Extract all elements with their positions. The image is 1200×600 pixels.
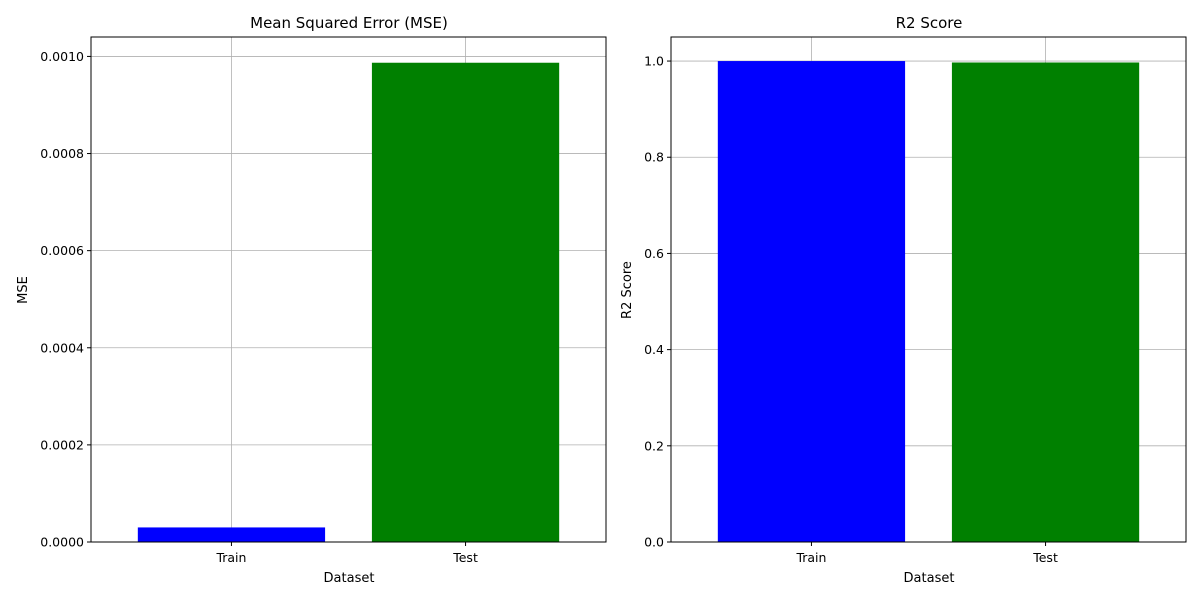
mse-bar-train: [137, 527, 326, 542]
r2-y-ticks: 0.0 0.2 0.4 0.6 0.8 1.0: [644, 54, 671, 550]
mse-y-tick-label: 0.0004: [40, 340, 84, 355]
mse-axes-frame: [90, 36, 607, 543]
r2-x-axis-label: Dataset: [904, 571, 955, 586]
mse-bars: [137, 62, 560, 543]
r2-panel: R2 Score 0.0 0.2 0.4 0.6 0.8 1.0 Train Test Da…: [620, 14, 1187, 586]
r2-axes-frame: [670, 36, 1187, 543]
r2-y-tick-label: 0.6: [644, 246, 664, 261]
r2-bars: [717, 61, 1140, 543]
mse-panel: Mean Squared Error (MSE) 0.00000.00020.0…: [16, 14, 607, 586]
r2-y-tick-label: 0.2: [644, 438, 664, 453]
r2-y-tick-label: 1.0: [644, 54, 664, 69]
mse-grid: [91, 37, 606, 543]
r2-x-tick-label-train: Train: [795, 550, 826, 565]
mse-y-tick-label: 0.0002: [40, 437, 84, 452]
mse-chart-title: Mean Squared Error (MSE): [250, 14, 448, 32]
r2-x-ticks: Train Test: [795, 542, 1058, 565]
r2-y-tick-label: 0.0: [644, 535, 664, 550]
r2-y-axis-label: R2 Score: [620, 261, 635, 319]
mse-x-axis-label: Dataset: [324, 571, 375, 586]
mse-y-tick-label: 0.0008: [40, 146, 84, 161]
r2-chart-title: R2 Score: [896, 14, 963, 32]
mse-y-tick-label: 0.0010: [40, 49, 84, 64]
mse-x-tick-label-train: Train: [215, 550, 246, 565]
mse-bar-test: [371, 62, 560, 543]
mse-y-axis-label: MSE: [16, 276, 31, 304]
mse-x-tick-label-test: Test: [452, 550, 478, 565]
mse-y-tick-label: 0.0006: [40, 243, 84, 258]
mse-x-ticks: Train Test: [215, 542, 478, 565]
r2-y-tick-label: 0.8: [644, 150, 664, 165]
r2-y-tick-label: 0.4: [644, 342, 664, 357]
r2-bar-test: [951, 62, 1140, 543]
r2-bar-train: [717, 61, 906, 543]
mse-y-ticks: 0.0000 0.0002 0.0004 0.0006 0.0008 0.0010: [40, 49, 91, 550]
r2-x-tick-label-test: Test: [1032, 550, 1058, 565]
mse-y-tick-label: 0.0000: [40, 535, 84, 550]
